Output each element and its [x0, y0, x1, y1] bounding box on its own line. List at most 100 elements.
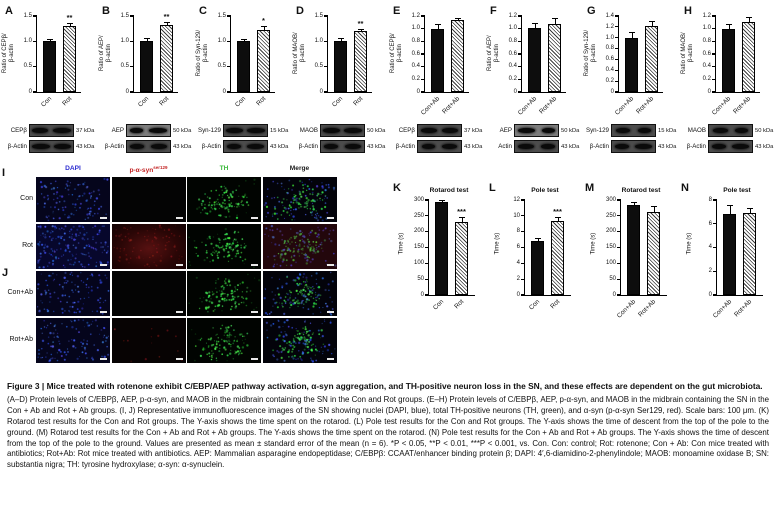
panel-letter-F: F	[490, 5, 497, 17]
if-image-rot-ab-psyn	[111, 318, 186, 363]
y-tick	[615, 80, 619, 82]
scale-bar	[100, 311, 107, 313]
loading-control-label: β-Actin	[298, 143, 318, 150]
molecular-weight-label: 50 kDa	[561, 127, 580, 134]
plot-area: 0 0.5 1.0 1.5 **	[24, 13, 81, 95]
y-tick	[421, 15, 425, 17]
y-tick-label: 1.5	[23, 12, 32, 19]
y-tick-label: 2	[708, 268, 712, 275]
error-bar	[435, 24, 441, 29]
plot-area: 0 0.2 0.4 0.6 0.8 1.0 1.2	[509, 13, 566, 95]
y-tick-label: 6	[708, 220, 712, 227]
error-bar	[439, 200, 445, 202]
y-tick	[712, 66, 716, 68]
y-tick-label: 4	[708, 244, 712, 251]
y-axis-label: Time (s)	[494, 232, 501, 255]
plot-area: 0 0.2 0.4 0.6 0.8 1.0 1.2 1.4	[606, 13, 663, 95]
y-tick	[615, 91, 619, 93]
y-axis-label: Ratio of AEP/β-actin	[486, 35, 500, 72]
blot-band	[541, 128, 555, 133]
y-tick-label: 0.6	[605, 56, 614, 63]
blot-band	[712, 128, 729, 133]
y-tick	[518, 40, 522, 42]
y-tick	[518, 78, 522, 80]
y-tick	[617, 215, 621, 217]
panel-letter-J: J	[2, 267, 9, 279]
molecular-weight-label: 43 kDa	[755, 143, 774, 150]
blot-image	[708, 140, 753, 153]
bar-con	[140, 41, 153, 92]
y-tick-label: 1.0	[605, 34, 614, 41]
y-tick-label: 1.5	[314, 12, 323, 19]
row-label-rot-ab: Rot+Ab	[9, 336, 33, 343]
blot-band	[615, 128, 631, 133]
panel-letter-K: K	[393, 182, 401, 194]
y-tick-label: 1.0	[411, 25, 420, 32]
bar-con-ab	[722, 28, 735, 92]
chart-title: Rotarod test	[621, 187, 661, 194]
error-bar	[552, 17, 558, 25]
y-tick-label: 0.6	[508, 50, 517, 57]
blot-line: β-Actin 43 kDa	[582, 139, 679, 154]
y-tick-label: 100	[413, 260, 424, 267]
y-tick	[227, 15, 231, 17]
y-tick	[617, 246, 621, 248]
y-tick-label: 4	[516, 260, 520, 267]
blot-band	[731, 144, 750, 149]
error-bar	[555, 217, 561, 221]
y-tick-label: 1.0	[508, 25, 517, 32]
y-tick-label: 0	[420, 291, 424, 298]
panel-letter-N: N	[681, 182, 689, 194]
blot-band	[344, 128, 362, 133]
plot-area: 0 2 4 6 8 10 12 ***	[513, 197, 571, 298]
blot-band	[226, 144, 242, 149]
y-tick	[425, 278, 429, 280]
y-tick-label: 0.2	[411, 76, 420, 83]
y-tick	[713, 246, 717, 248]
error-bar	[358, 28, 364, 32]
chart-panel-G: G Ratio of Syn-129/β-actin 0 0.2 0.4 0.6 0.8 1.…	[582, 2, 679, 118]
loading-control-label: β-Actin	[104, 143, 124, 150]
scale-bar	[326, 264, 334, 266]
y-tick	[130, 15, 134, 17]
bar-rot	[257, 30, 270, 92]
y-tick-label: 0.4	[508, 63, 517, 70]
y-axis-label: Ratio of AEP/β-actin	[98, 35, 112, 72]
protein-label: AEP	[111, 127, 124, 134]
y-tick	[421, 40, 425, 42]
bar-con	[531, 241, 544, 295]
scale-bar	[251, 311, 258, 313]
y-tick	[518, 53, 522, 55]
y-tick	[425, 215, 429, 217]
y-tick-label: 200	[605, 228, 616, 235]
y-tick	[712, 28, 716, 30]
y-tick	[518, 28, 522, 30]
y-tick	[521, 246, 525, 248]
y-tick-label: 0.8	[605, 45, 614, 52]
y-tick-label: 0	[222, 88, 226, 95]
blot-band	[324, 144, 339, 149]
y-tick	[33, 66, 37, 68]
fluorescence-signal	[187, 271, 188, 272]
y-tick-label: 150	[605, 244, 616, 251]
blot-image	[417, 140, 462, 153]
chart-panel-F: F Ratio of AEP/β-actin 0 0.2 0.4 0.6 0.8 1.0 1.2…	[485, 2, 582, 118]
if-image-rot-ab-merge	[262, 318, 337, 363]
blot-line: β-Actin 43 kDa	[679, 139, 776, 154]
scale-bar	[175, 358, 183, 360]
blot-band	[225, 128, 244, 133]
protein-label: CEPβ	[10, 127, 27, 134]
fluorescence-signal	[187, 177, 188, 178]
blot-line: CEPβ 37 kDa	[388, 123, 485, 138]
y-tick	[130, 66, 134, 68]
y-tick-label: 1.0	[120, 38, 129, 45]
blot-line: β-Actin 43 kDa	[194, 139, 291, 154]
scale-bar	[326, 217, 334, 219]
blot-band	[32, 144, 50, 149]
y-tick-label: 300	[605, 196, 616, 203]
chart-title: Rotarod test	[429, 187, 469, 194]
fluorescence-signal	[112, 271, 113, 272]
y-tick-label: 100	[605, 260, 616, 267]
y-tick	[421, 91, 425, 93]
y-tick	[421, 78, 425, 80]
